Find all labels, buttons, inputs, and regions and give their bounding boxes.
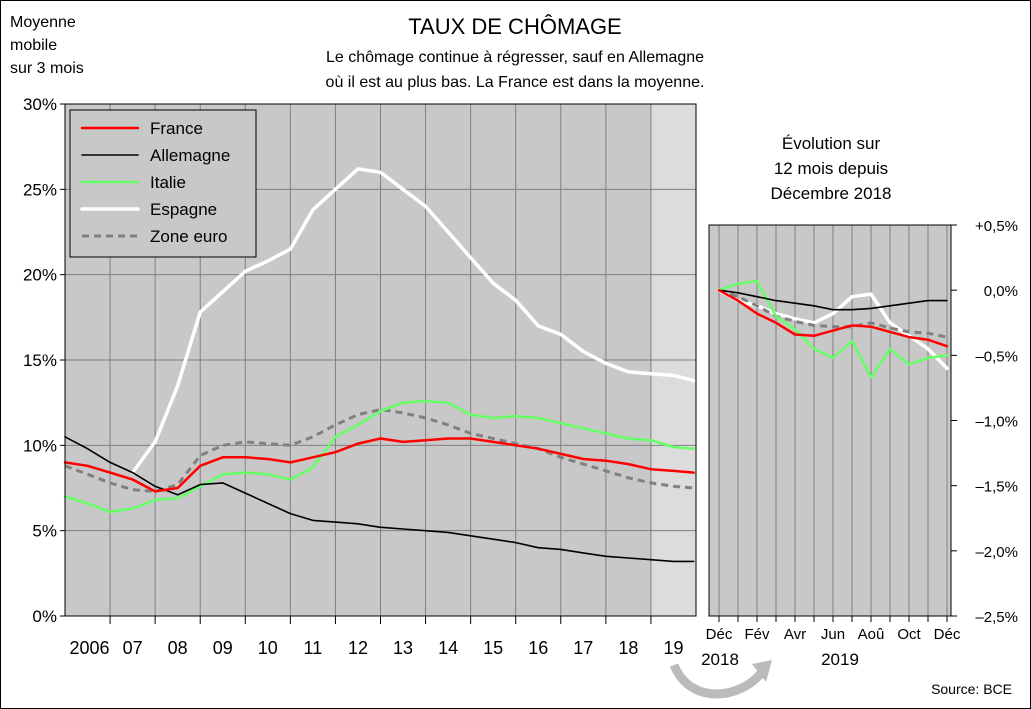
main-y-tick-label: 30% <box>23 95 57 114</box>
main-x-tick-label: 11 <box>304 638 323 658</box>
chart-subtitle-2: où il est au plus bas. La France est dan… <box>326 74 705 91</box>
main-x-tick-label: 19 <box>663 638 683 658</box>
main-x-tick-label: 2006 <box>70 638 110 658</box>
main-x-tick-label: 09 <box>213 638 233 658</box>
legend-label-italie: Italie <box>150 173 186 192</box>
inset-y-tick-label: –1,5% <box>975 479 1018 496</box>
main-lines <box>63 167 696 563</box>
main-y-tick-label: 5% <box>32 522 57 541</box>
series-line-italie <box>63 399 695 514</box>
main-x-tick-label: 18 <box>618 638 638 658</box>
main-x-tick-label: 16 <box>528 638 548 658</box>
inset-y-tick-label: –0,5% <box>975 348 1018 365</box>
inset-x-tick-label: Fév <box>744 626 770 643</box>
series-line-allemagne <box>64 436 695 563</box>
inset-title-3: Décembre 2018 <box>771 184 892 203</box>
inset-x-tick-label: Aoû <box>858 626 885 643</box>
inset-plot: +0,5% 0,0% –0,5% –1,0% –1,5% –2,0% –2,5% Déc Fé… <box>706 218 1018 643</box>
inset-x-tick-label: Oct <box>897 626 921 643</box>
legend: France Allemagne Italie Espagne Zone euro <box>69 109 257 258</box>
legend-label-espagne: Espagne <box>150 200 217 219</box>
main-y-tick-label: 15% <box>23 351 57 370</box>
series-line-espagne <box>130 167 696 475</box>
legend-label-allemagne: Allemagne <box>150 146 230 165</box>
main-y-tick-label: 20% <box>23 266 57 285</box>
inset-lines <box>717 279 949 379</box>
inset-grid <box>718 225 948 616</box>
inset-y-tick-label: –1,0% <box>975 414 1018 431</box>
inset-year-2019: 2019 <box>821 650 859 669</box>
inset-plot-background <box>708 224 952 617</box>
main-x-ticks: 2006 07 08 09 10 11 12 13 14 15 16 17 18 19 <box>70 616 683 658</box>
inset-y-tick-label: 0,0% <box>984 283 1018 300</box>
inset-series-line-allemagne <box>718 289 948 311</box>
chart-subtitle-1: Le chômage continue à régresser, sauf en… <box>326 49 704 66</box>
inset-plot-border <box>708 224 952 617</box>
inset-x-tick-label: Déc <box>934 626 961 643</box>
y-axis-label-2: mobile <box>10 37 57 54</box>
source-note: Source: BCE <box>931 681 1012 697</box>
curved-arrow-icon <box>669 660 772 699</box>
main-x-tick-label: 14 <box>438 638 458 658</box>
chart-title: TAUX DE CHÔMAGE <box>408 14 622 39</box>
inset-x-ticks: Déc Fév Avr Jun Aoû Oct Déc <box>706 616 961 643</box>
main-y-tick-label: 25% <box>23 180 57 199</box>
series-line-zone-euro <box>64 408 694 493</box>
main-x-tick-label: 13 <box>393 638 413 658</box>
main-x-tick-label: 12 <box>348 638 368 658</box>
inset-title: Évolution sur 12 mois depuis Décembre 20… <box>771 134 892 203</box>
main-plot-border <box>64 103 697 617</box>
main-y-tick-label: 10% <box>23 436 57 455</box>
main-x-tick-label: 07 <box>123 638 143 658</box>
inset-x-tick-label: Jun <box>821 626 845 643</box>
main-x-tick-label: 15 <box>483 638 503 658</box>
main-x-tick-label: 10 <box>258 638 278 658</box>
inset-year-2018: 2018 <box>701 650 739 669</box>
main-x-tick-label: 17 <box>573 638 593 658</box>
series-line-france <box>63 437 695 493</box>
main-x-tick-label: 08 <box>168 638 188 658</box>
legend-label-zone-euro: Zone euro <box>150 227 228 246</box>
inset-x-tick-label: Déc <box>706 626 733 643</box>
inset-y-tick-label: +0,5% <box>975 218 1018 235</box>
y-axis-label-3: sur 3 mois <box>10 60 84 77</box>
inset-y-tick-label: –2,0% <box>975 544 1018 561</box>
legend-box <box>69 109 257 258</box>
legend-label-france: France <box>150 119 203 138</box>
inset-y-tick-label: –2,5% <box>975 609 1018 626</box>
inset-y-ticks: +0,5% 0,0% –0,5% –1,0% –1,5% –2,0% –2,5% <box>951 218 1018 626</box>
inset-series-line-zone-euro <box>718 288 948 339</box>
inset-series-line-france <box>717 288 949 348</box>
y-axis-label-1: Moyenne <box>10 14 76 31</box>
main-y-ticks: 0% 5% 10% 15% 20% 25% 30% <box>23 95 65 626</box>
inset-x-tick-label: Avr <box>784 626 806 643</box>
inset-series-line-italie <box>717 279 949 379</box>
main-y-tick-label: 0% <box>32 607 57 626</box>
inset-title-1: Évolution sur <box>782 134 881 153</box>
inset-title-2: 12 mois depuis <box>774 159 888 178</box>
